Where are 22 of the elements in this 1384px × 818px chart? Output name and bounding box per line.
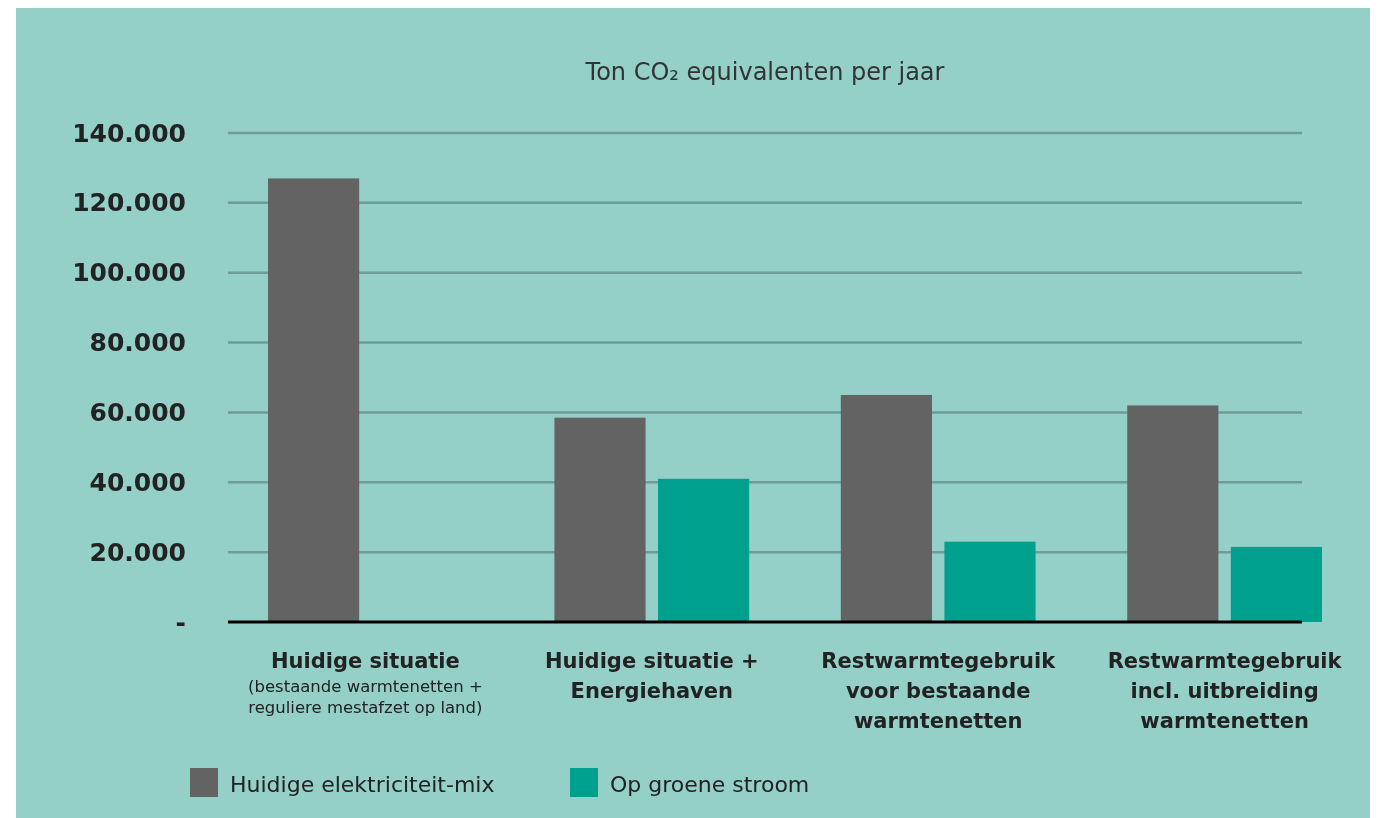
y-tick-label: 80.000 [89, 328, 186, 358]
x-tick-label: Huidige situatie + Energiehaven [544, 649, 759, 703]
y-tick-label: 140.000 [72, 118, 186, 148]
y-tick-label: 120.000 [72, 188, 186, 218]
y-tick-label: 20.000 [89, 537, 186, 567]
bar [840, 394, 932, 622]
bar [658, 478, 750, 622]
y-tick-label: 100.000 [72, 258, 186, 288]
legend-label: Op groene stroom [610, 772, 810, 797]
x-tick-label: Restwarmtegebruik voor bestaande warmtenetten [821, 649, 1057, 733]
y-tick-label: - [175, 607, 186, 637]
bar [1230, 546, 1322, 622]
bar [268, 178, 360, 622]
x-tick-label: Huidige situatie (bestaande warmtenetten + reguliere mestafzet op land) [248, 649, 483, 717]
y-tick-label: 60.000 [89, 397, 186, 427]
chart-title: Ton CO₂ equivalenten per jaar [584, 58, 945, 86]
bar [1127, 405, 1219, 622]
x-tick-label: Restwarmtegebruik incl. uitbreiding warmtenetten [1107, 649, 1343, 733]
bar [554, 417, 646, 622]
bar [944, 541, 1036, 622]
legend-label: Huidige elektriciteit-mix [230, 772, 495, 797]
y-tick-label: 40.000 [89, 467, 186, 497]
